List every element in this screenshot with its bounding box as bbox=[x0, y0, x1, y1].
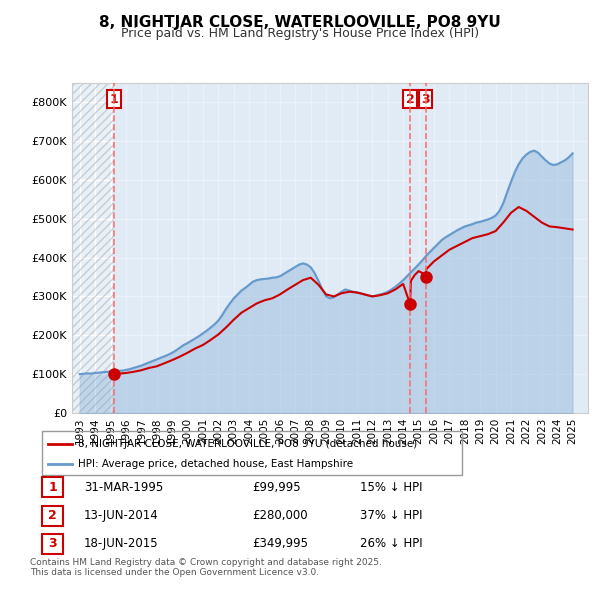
Text: 1: 1 bbox=[48, 481, 57, 494]
Bar bbox=[72, 83, 115, 413]
Text: 1: 1 bbox=[110, 93, 119, 106]
Text: 2: 2 bbox=[406, 93, 415, 106]
Text: 15% ↓ HPI: 15% ↓ HPI bbox=[360, 481, 422, 494]
Text: 8, NIGHTJAR CLOSE, WATERLOOVILLE, PO8 9YU (detached house): 8, NIGHTJAR CLOSE, WATERLOOVILLE, PO8 9Y… bbox=[78, 439, 417, 449]
Bar bbox=[425, 83, 588, 413]
Text: 31-MAR-1995: 31-MAR-1995 bbox=[84, 481, 163, 494]
Text: 13-JUN-2014: 13-JUN-2014 bbox=[84, 509, 159, 522]
Text: 3: 3 bbox=[48, 537, 57, 550]
Text: 8, NIGHTJAR CLOSE, WATERLOOVILLE, PO8 9YU: 8, NIGHTJAR CLOSE, WATERLOOVILLE, PO8 9Y… bbox=[99, 15, 501, 30]
Text: 37% ↓ HPI: 37% ↓ HPI bbox=[360, 509, 422, 522]
Text: 26% ↓ HPI: 26% ↓ HPI bbox=[360, 537, 422, 550]
Text: Contains HM Land Registry data © Crown copyright and database right 2025.
This d: Contains HM Land Registry data © Crown c… bbox=[30, 558, 382, 577]
Text: 18-JUN-2015: 18-JUN-2015 bbox=[84, 537, 158, 550]
Text: 3: 3 bbox=[421, 93, 430, 106]
Bar bbox=[115, 83, 425, 413]
Text: £349,995: £349,995 bbox=[252, 537, 308, 550]
Text: HPI: Average price, detached house, East Hampshire: HPI: Average price, detached house, East… bbox=[78, 459, 353, 469]
Text: £280,000: £280,000 bbox=[252, 509, 308, 522]
Text: 2: 2 bbox=[48, 509, 57, 522]
Text: £99,995: £99,995 bbox=[252, 481, 301, 494]
Text: Price paid vs. HM Land Registry's House Price Index (HPI): Price paid vs. HM Land Registry's House … bbox=[121, 27, 479, 40]
